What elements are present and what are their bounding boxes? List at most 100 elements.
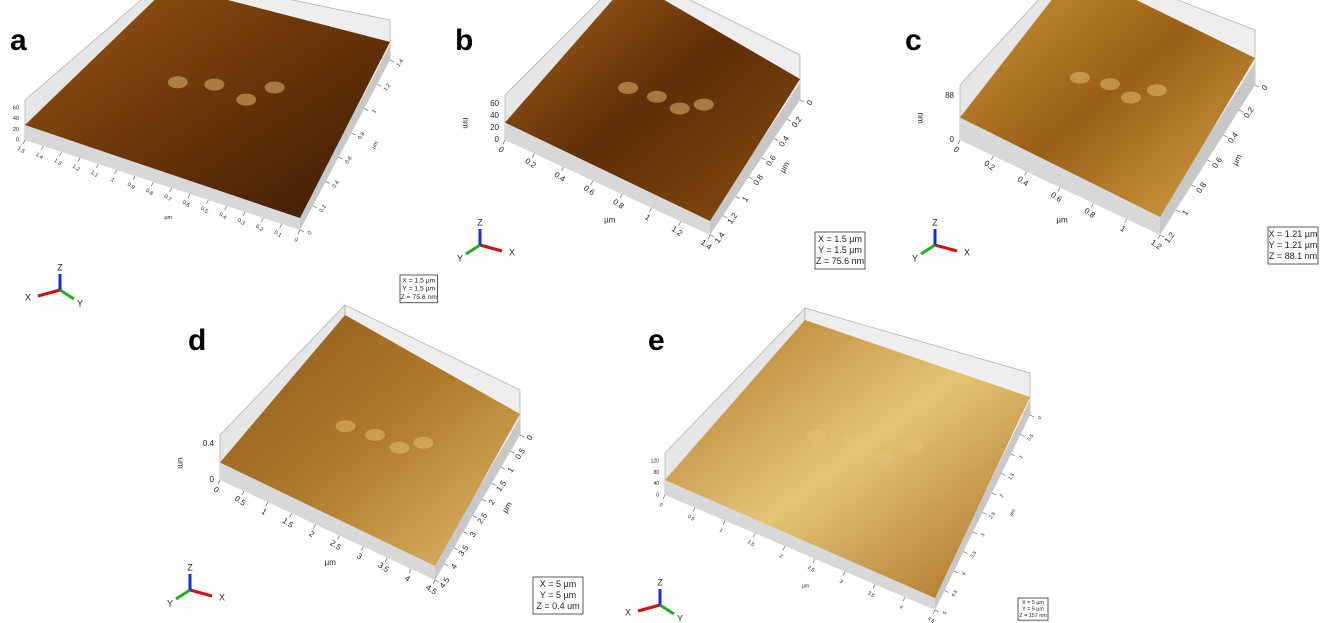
triad-label: X (219, 592, 225, 602)
y-tick (736, 196, 740, 198)
y-tick-label: 1.5 (1007, 472, 1016, 481)
y-tick (463, 532, 467, 534)
info-line: X = 5 µm (1022, 600, 1044, 606)
y-tick-label: 0 (805, 98, 815, 107)
triad-x (480, 245, 502, 251)
x-tick-label: 1.2 (670, 224, 685, 238)
info-line: Y = 1.5 µm (818, 245, 862, 255)
y-tick-label: 3.5 (969, 550, 978, 559)
x-tick (290, 513, 292, 517)
y-tick (501, 467, 505, 469)
y-tick-label: 4.5 (438, 575, 452, 590)
x-tick-label: 0 (212, 485, 221, 495)
triad-y (660, 605, 674, 614)
x-tick (649, 208, 651, 212)
triad-label: Y (912, 253, 918, 263)
x-tick-label: 2 (778, 553, 784, 560)
y-tick (364, 109, 368, 111)
x-tick-label: 0.2 (982, 159, 997, 173)
x-tick-label: 2 (307, 529, 316, 539)
x-tick-label: 0.4 (553, 170, 568, 184)
x-tick (170, 188, 172, 192)
x-tick (679, 221, 681, 225)
surface-feature (618, 82, 638, 94)
y-tick-label: 0.2 (1242, 105, 1256, 120)
y-tick-label: 1 (506, 465, 516, 474)
x-tick-label: 0.4 (218, 212, 228, 221)
x-tick-label: 0.2 (254, 224, 264, 233)
triad-label: X (964, 247, 970, 257)
surface-feature (1100, 78, 1120, 90)
y-axis-label: µm (1008, 508, 1017, 517)
triad-label: Y (167, 598, 173, 608)
y-tick-label: 3 (468, 530, 478, 539)
x-tick-label: 0.6 (181, 200, 191, 209)
y-tick-label: 2 (487, 497, 497, 506)
y-tick (390, 60, 394, 62)
x-tick-label: 0 (658, 502, 664, 509)
x-tick-label: 1 (260, 507, 269, 517)
y-tick (300, 230, 304, 232)
z-tick-label: 0 (950, 135, 955, 144)
y-tick-label: 0 (1260, 83, 1270, 92)
y-tick (1192, 185, 1196, 187)
x-axis-label: µm (325, 558, 337, 567)
x-axis-label: µm (604, 215, 616, 224)
x-tick (620, 194, 622, 198)
y-tick-label: 0.8 (1194, 180, 1208, 195)
x-tick-label: 1 (718, 528, 724, 535)
y-tick (520, 435, 524, 437)
x-tick-label: 1.5 (16, 146, 26, 155)
z-tick-label: 40 (653, 481, 659, 487)
surface-feature (413, 437, 433, 449)
x-tick-label: 1.3 (53, 158, 63, 167)
info-line: Y = 5 µm (540, 590, 576, 600)
y-tick-label: 0.8 (751, 172, 765, 187)
y-tick (964, 552, 968, 554)
x-tick-label: 1.5 (281, 516, 296, 530)
x-tick (503, 140, 505, 144)
x-tick-label: 0 (293, 237, 299, 244)
triad-y (176, 590, 190, 599)
x-tick-label: 0.8 (1082, 206, 1097, 220)
x-tick (1158, 235, 1160, 239)
y-tick (973, 532, 977, 534)
panel-letter: e (648, 324, 665, 357)
surface-feature (903, 440, 923, 452)
info-line: Z = 0.4 um (536, 601, 579, 611)
y-tick-label: 0.8 (357, 131, 366, 141)
info-line: Z = 75.6 nm (816, 256, 864, 266)
x-axis-label: µm (1056, 215, 1068, 224)
y-tick-label: 2.5 (476, 511, 490, 526)
x-tick-label: 1.1 (89, 170, 99, 179)
x-tick (337, 536, 339, 540)
x-tick (78, 158, 80, 162)
x-tick-label: 0.5 (686, 514, 695, 523)
info-line: Z = 88.1 nm (1269, 251, 1317, 261)
z-tick-label: 0 (656, 492, 659, 498)
x-tick-label: 4 (403, 574, 412, 584)
triad-label: Z (657, 577, 663, 587)
z-tick-label: 0 (495, 135, 500, 144)
x-tick-label: 0.5 (233, 494, 248, 508)
y-axis-label: µm (500, 500, 514, 515)
y-tick (482, 499, 486, 501)
z-tick-label: 60 (490, 99, 499, 108)
afm-panel: a1.51.41.31.21.110.90.80.70.60.50.40.30.… (10, 0, 438, 308)
y-tick-label: 0.2 (319, 204, 328, 214)
x-tick (991, 156, 993, 160)
x-tick-label: 2.5 (806, 565, 815, 574)
y-tick (787, 119, 791, 121)
x-tick-label: 4.5 (926, 616, 935, 623)
y-tick-label: 0.6 (344, 156, 353, 166)
info-line: Z = 75.6 nm (401, 294, 438, 301)
y-tick-label: 0.4 (777, 134, 791, 149)
y-tick-label: 1.4 (713, 230, 727, 245)
y-tick (1011, 454, 1015, 456)
x-tick (266, 502, 268, 506)
panel-letter: a (10, 24, 27, 57)
z-tick-label: 88 (945, 91, 954, 100)
x-tick-label: 3 (355, 551, 364, 561)
z-tick-label: 0 (210, 475, 215, 484)
x-tick (60, 152, 62, 156)
